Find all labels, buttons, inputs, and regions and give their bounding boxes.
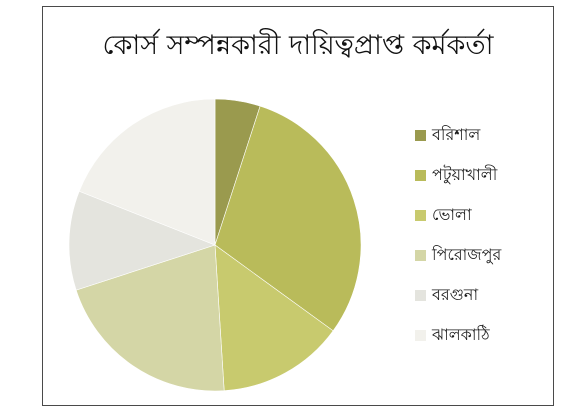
legend-swatch: [415, 249, 426, 261]
legend-item: ভোলা: [415, 195, 501, 235]
legend-swatch: [415, 289, 426, 301]
chart-legend: বরিশাল পটুয়াখালী ভোলা পিরোজপুর বরগুনা ঝালকাঠ…: [415, 115, 501, 355]
legend-label: ঝালকাঠি: [432, 324, 490, 344]
chart-frame: কোর্স সম্পন্নকারী দায়িত্বপ্রাপ্ত কর্মকর…: [42, 6, 554, 406]
legend-item: পিরোজপুর: [415, 235, 501, 275]
legend-item: ঝালকাঠি: [415, 315, 501, 355]
legend-swatch: [415, 169, 426, 181]
pie-slice-3: [214, 244, 334, 392]
pie-chart: [68, 98, 362, 392]
legend-label: পটুয়াখালী: [432, 164, 498, 184]
legend-item: পটুয়াখালী: [415, 155, 501, 195]
legend-swatch: [415, 209, 426, 221]
legend-item: বরিশাল: [415, 115, 501, 155]
pie-slice-4: [75, 244, 225, 392]
chart-title: কোর্স সম্পন্নকারী দায়িত্বপ্রাপ্ত কর্মকর…: [102, 30, 494, 61]
pie-slice-5: [68, 190, 216, 291]
pie-slice-2: [214, 105, 362, 332]
legend-swatch: [415, 329, 426, 341]
legend-swatch: [415, 129, 426, 141]
legend-label: পিরোজপুর: [432, 244, 502, 264]
pie-slice-6: [78, 98, 216, 246]
legend-label: বরগুনা: [432, 284, 479, 304]
legend-item: বরগুনা: [415, 275, 501, 315]
legend-label: বরিশাল: [432, 124, 481, 144]
legend-label: ভোলা: [432, 204, 472, 224]
